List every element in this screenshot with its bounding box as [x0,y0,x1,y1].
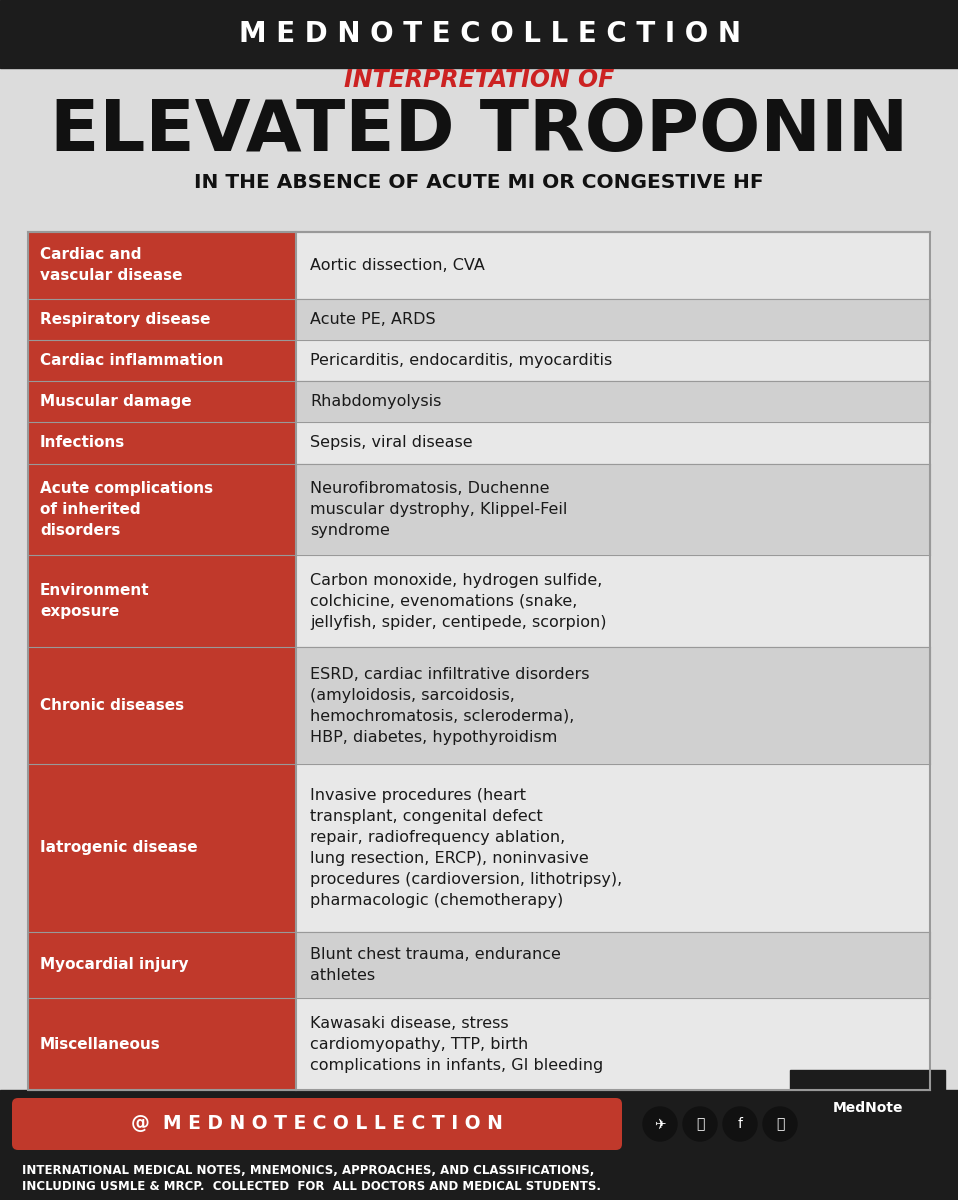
Bar [296,764,930,931]
Bar [296,232,930,299]
Text: Aortic dissection, CVA: Aortic dissection, CVA [310,258,485,272]
Text: Rhabdomyolysis: Rhabdomyolysis [310,394,442,409]
Bar [28,299,296,340]
Bar [28,382,296,422]
Bar [28,232,296,299]
Text: Infections: Infections [40,436,125,450]
Text: Iatrogenic disease: Iatrogenic disease [40,840,197,856]
Text: Ⓟ: Ⓟ [696,1117,704,1130]
Text: INCLUDING USMLE & MRCP.  COLLECTED  FOR  ALL DOCTORS AND MEDICAL STUDENTS.: INCLUDING USMLE & MRCP. COLLECTED FOR AL… [22,1180,601,1193]
Text: Cardiac and
vascular disease: Cardiac and vascular disease [40,247,183,283]
Text: Acute PE, ARDS: Acute PE, ARDS [310,312,436,326]
Circle shape [683,1106,717,1141]
Text: Respiratory disease: Respiratory disease [40,312,211,326]
Text: @  M E D N O T E C O L L E C T I O N: @ M E D N O T E C O L L E C T I O N [131,1115,503,1134]
Bar [28,556,296,647]
Text: Kawasaki disease, stress
cardiomyopathy, TTP, birth
complications in infants, GI: Kawasaki disease, stress cardiomyopathy,… [310,1015,604,1073]
Circle shape [723,1106,757,1141]
Bar [0,68,958,332]
Bar [296,382,930,422]
Text: IN THE ABSENCE OF ACUTE MI OR CONGESTIVE HF: IN THE ABSENCE OF ACUTE MI OR CONGESTIVE… [194,173,764,192]
Text: ✈: ✈ [654,1117,666,1130]
Bar [28,422,296,463]
Text: Invasive procedures (heart
transplant, congenital defect
repair, radiofrequency : Invasive procedures (heart transplant, c… [310,788,623,908]
Bar [28,340,296,382]
FancyBboxPatch shape [12,1098,622,1150]
Bar [296,463,930,556]
Text: 📷: 📷 [776,1117,785,1130]
Bar [296,422,930,463]
Bar [28,463,296,556]
Text: ELEVATED TROPONIN: ELEVATED TROPONIN [50,97,908,167]
Bar [296,931,930,998]
Text: Pericarditis, endocarditis, myocarditis: Pericarditis, endocarditis, myocarditis [310,353,612,368]
Text: Blunt chest trauma, endurance
athletes: Blunt chest trauma, endurance athletes [310,947,560,983]
Text: Miscellaneous: Miscellaneous [40,1037,161,1051]
Bar [296,647,930,764]
Text: Cardiac inflammation: Cardiac inflammation [40,353,223,368]
Text: f: f [738,1117,742,1130]
Text: ESRD, cardiac infiltrative disorders
(amyloidosis, sarcoidosis,
hemochromatosis,: ESRD, cardiac infiltrative disorders (am… [310,667,589,745]
Text: Acute complications
of inherited
disorders: Acute complications of inherited disorde… [40,481,213,538]
Text: Myocardial injury: Myocardial injury [40,958,189,972]
Bar [296,998,930,1090]
Text: M E D N O T E C O L L E C T I O N: M E D N O T E C O L L E C T I O N [239,20,741,48]
Text: Environment
exposure: Environment exposure [40,583,149,619]
Bar [0,1090,958,1200]
Text: Carbon monoxide, hydrogen sulfide,
colchicine, evenomations (snake,
jellyfish, s: Carbon monoxide, hydrogen sulfide, colch… [310,572,606,630]
Bar [296,556,930,647]
Text: Muscular damage: Muscular damage [40,394,192,409]
Bar [28,931,296,998]
Circle shape [643,1106,677,1141]
Bar [296,299,930,340]
Text: Sepsis, viral disease: Sepsis, viral disease [310,436,472,450]
Bar [28,998,296,1090]
Circle shape [763,1106,797,1141]
Bar [28,232,930,1090]
Text: MedNote: MedNote [833,1102,903,1115]
Bar [296,340,930,382]
Bar [0,0,958,68]
Bar [28,764,296,931]
Text: INTERPRETATION OF: INTERPRETATION OF [344,68,614,92]
Bar [28,647,296,764]
Text: Neurofibromatosis, Duchenne
muscular dystrophy, Klippel-Feil
syndrome: Neurofibromatosis, Duchenne muscular dys… [310,481,567,538]
Text: INTERNATIONAL MEDICAL NOTES, MNEMONICS, APPROACHES, AND CLASSIFICATIONS,: INTERNATIONAL MEDICAL NOTES, MNEMONICS, … [22,1164,594,1176]
Bar [790,1070,945,1145]
Text: Chronic diseases: Chronic diseases [40,698,184,713]
